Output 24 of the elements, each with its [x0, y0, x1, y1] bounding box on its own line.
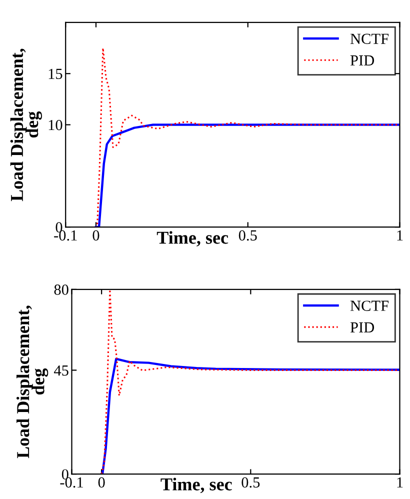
legend-label: PID: [350, 55, 374, 66]
y-tick-label: 45: [54, 365, 68, 376]
x-tick-label: 0: [98, 477, 105, 488]
y-tick-label: 10: [48, 120, 62, 130]
x-tick-label: 1: [397, 230, 403, 240]
legend-label: PID: [350, 322, 374, 332]
x-tick-label: -0.1: [60, 477, 83, 488]
y-tick-label: 0: [56, 222, 62, 232]
line-series: [94, 124, 400, 228]
y-tick-label: 80: [54, 284, 68, 295]
x-tick-label: 0: [92, 230, 100, 241]
x-tick-label: 0.5: [242, 477, 260, 488]
x-tick-label: -0.1: [54, 230, 77, 241]
y-axis-title: Load Displacement, deg: [16, 306, 48, 458]
x-tick-label: 0.5: [238, 230, 257, 241]
y-tick-label: 0: [62, 469, 68, 480]
legend-label: NCTF: [350, 300, 389, 311]
x-tick-label: 1: [397, 477, 403, 488]
y-axis-title: Load Displacement, deg: [10, 48, 42, 202]
legend-label: NCTF: [350, 34, 389, 44]
line-series: [100, 358, 400, 474]
x-axis-title: Time, sec: [160, 478, 232, 494]
x-axis-title: Time, sec: [156, 231, 228, 246]
y-tick-label: 15: [48, 68, 62, 80]
